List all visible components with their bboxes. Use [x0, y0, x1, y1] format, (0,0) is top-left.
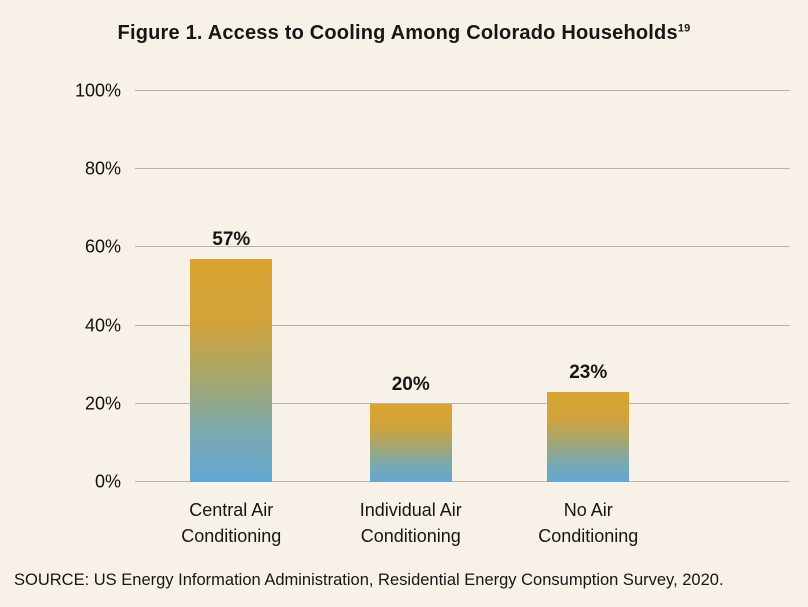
- y-axis-tick-label: 60%: [84, 236, 121, 257]
- bar-1: [190, 259, 273, 482]
- y-axis-tick-label: 20%: [84, 393, 121, 414]
- gridline: [135, 481, 790, 482]
- y-axis-tick-label: 80%: [84, 158, 121, 179]
- gridline: [135, 90, 790, 91]
- gridline: [135, 168, 790, 170]
- x-category-label: No Air Conditioning: [538, 500, 639, 547]
- gridline: [135, 402, 790, 404]
- plot-area: 0% 20% 40% 60% 80% 100% 57% Central Air Conditi…: [75, 81, 790, 546]
- y-axis-tick-label: 100%: [74, 80, 121, 101]
- chart-title-text: Figure 1. Access to Cooling Among Colora…: [117, 22, 678, 44]
- chart-title-footnote-ref: 19: [677, 22, 691, 35]
- y-axis-tick-label: 40%: [84, 315, 121, 336]
- x-category-label: Individual Air Conditioning: [359, 500, 462, 547]
- bar-3: [547, 392, 630, 482]
- gridline: [135, 324, 790, 326]
- y-axis-tick-label: 0%: [94, 471, 121, 492]
- chart-title: Figure 1. Access to Cooling Among Colora…: [0, 22, 808, 45]
- bar-value-label: 23%: [569, 362, 608, 384]
- bar-value-label: 57%: [212, 229, 251, 251]
- gridline: [135, 246, 790, 248]
- source-note: SOURCE: US Energy Information Administra…: [14, 571, 724, 589]
- x-category-label: Central Air Conditioning: [181, 500, 282, 547]
- bar-2: [369, 403, 452, 482]
- bar-value-label: 20%: [391, 373, 430, 395]
